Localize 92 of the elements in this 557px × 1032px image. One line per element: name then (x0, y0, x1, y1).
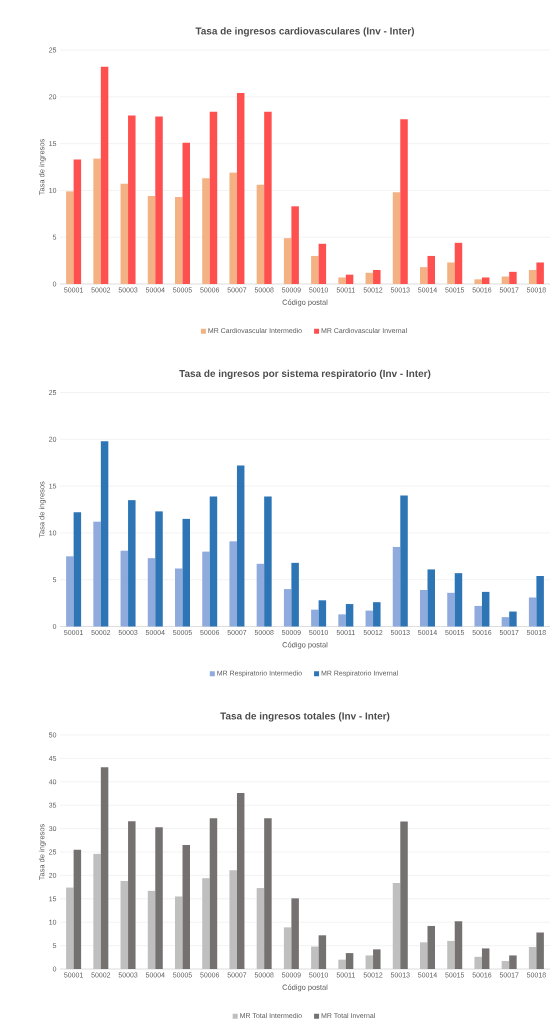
bar (229, 172, 237, 285)
bar (447, 592, 455, 627)
bar (474, 279, 482, 285)
bar (474, 605, 482, 627)
bar (209, 818, 218, 970)
bar (528, 269, 537, 285)
bar (291, 562, 299, 627)
bar (256, 563, 265, 627)
bar (175, 196, 183, 285)
bar (264, 111, 272, 285)
bar (420, 267, 428, 285)
bar (400, 119, 408, 285)
bar (318, 243, 327, 285)
bar (501, 617, 510, 627)
bar (100, 66, 109, 285)
bar (365, 272, 374, 285)
bar (536, 262, 544, 285)
bar (209, 111, 218, 285)
bar (147, 196, 156, 285)
bar (229, 541, 237, 627)
bar (73, 512, 82, 627)
bar (236, 793, 245, 970)
bar (175, 568, 183, 627)
bar (155, 827, 163, 970)
bar (182, 142, 190, 285)
chart-title: Tasa de ingresos totales (Inv - Inter) (220, 712, 390, 722)
bar (481, 948, 490, 970)
bar (528, 597, 537, 627)
bar (73, 849, 82, 970)
bar (236, 93, 245, 285)
bar (147, 558, 156, 627)
bar (182, 518, 190, 627)
bar (338, 614, 346, 627)
bar (73, 159, 82, 285)
chart-title: Tasa de ingresos cardiovasculares (Inv - Inter) (195, 27, 415, 37)
bar (128, 821, 136, 970)
bar (400, 821, 408, 970)
bar (93, 521, 101, 627)
bar (509, 271, 517, 285)
bar (283, 238, 292, 285)
bar (318, 935, 327, 970)
bar (283, 589, 292, 627)
bar (536, 575, 544, 627)
bar (264, 818, 272, 970)
bar (509, 611, 517, 627)
bar (202, 551, 210, 627)
bar (509, 955, 517, 970)
chart-title: Tasa de ingresos por sistema respiratorio (Inv - Inter) (179, 369, 431, 380)
bar (338, 277, 346, 285)
bar (345, 274, 354, 285)
bar (128, 500, 136, 627)
bar (318, 600, 327, 627)
bar (155, 116, 163, 285)
bar (66, 556, 74, 627)
bar (66, 191, 74, 285)
bar (291, 898, 299, 970)
bar (447, 262, 455, 285)
bar (392, 192, 401, 285)
bar (420, 590, 428, 627)
bar (120, 183, 129, 285)
bar (256, 184, 265, 285)
bar (454, 921, 463, 970)
bar (120, 550, 129, 627)
bar (427, 255, 435, 285)
bar (100, 441, 109, 627)
bar (128, 115, 136, 285)
bar (392, 546, 401, 627)
bar (209, 496, 218, 627)
bar (100, 767, 109, 970)
bar (373, 602, 381, 627)
bar (345, 604, 354, 627)
bar (93, 158, 101, 285)
bar (182, 844, 190, 970)
bar (427, 569, 435, 627)
bar (481, 591, 490, 627)
bar (400, 495, 408, 627)
bar (236, 465, 245, 627)
bar (291, 206, 299, 285)
bar (365, 610, 374, 627)
bar (311, 609, 319, 627)
bar (427, 925, 435, 970)
bar (345, 953, 354, 970)
bar (311, 255, 319, 285)
bar (264, 496, 272, 627)
bar (481, 277, 490, 285)
bar (373, 949, 381, 970)
bar (155, 511, 163, 627)
bar (454, 242, 463, 285)
bar (454, 573, 463, 627)
bar (536, 932, 544, 970)
bar (373, 269, 381, 285)
bar (202, 178, 210, 285)
